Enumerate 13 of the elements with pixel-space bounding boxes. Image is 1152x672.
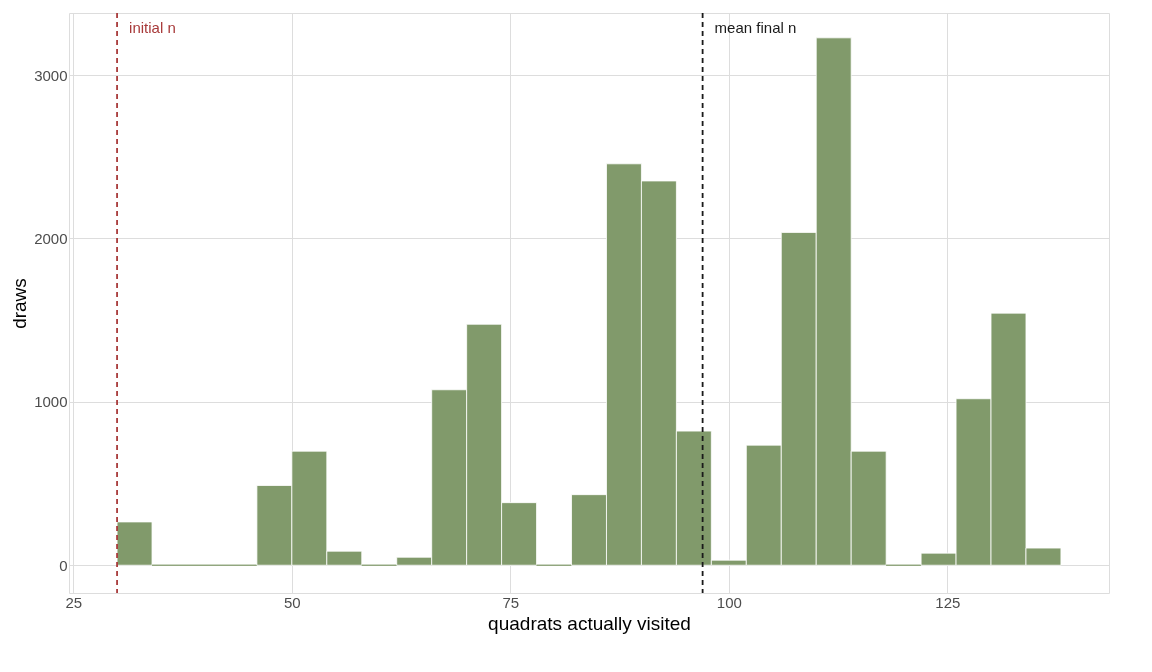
y-tick-label: 0: [59, 556, 68, 574]
y-axis-title: draws: [9, 278, 31, 329]
x-tick-label: 75: [502, 593, 520, 611]
y-tick-label: 3000: [34, 66, 68, 84]
x-tick-label: 125: [935, 593, 961, 611]
y-tick-label: 1000: [34, 393, 68, 411]
ref-line-label: initial n: [129, 19, 176, 36]
x-tick-label: 50: [284, 593, 301, 611]
y-tick-label: 2000: [34, 229, 68, 247]
x-tick-label: 100: [716, 593, 742, 611]
x-tick-label: 25: [65, 593, 83, 611]
ref-line-label: mean final n: [714, 19, 797, 36]
x-axis-title: quadrats actually visited: [488, 612, 691, 634]
